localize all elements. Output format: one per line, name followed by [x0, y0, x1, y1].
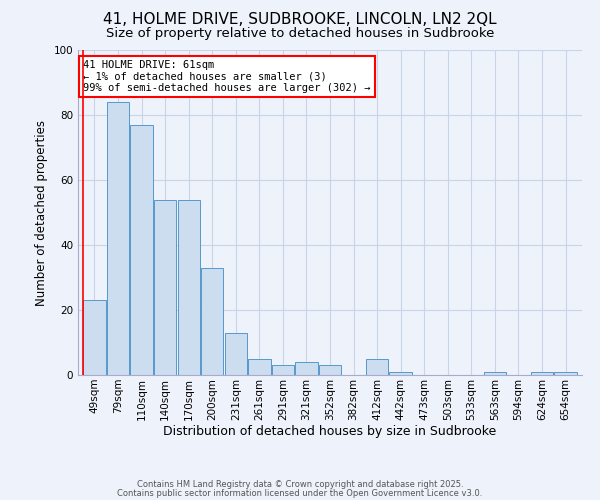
Bar — [107, 102, 129, 375]
Bar — [531, 372, 553, 375]
Bar — [154, 200, 176, 375]
Bar — [201, 268, 223, 375]
Text: Contains public sector information licensed under the Open Government Licence v3: Contains public sector information licen… — [118, 488, 482, 498]
Text: 41, HOLME DRIVE, SUDBROOKE, LINCOLN, LN2 2QL: 41, HOLME DRIVE, SUDBROOKE, LINCOLN, LN2… — [103, 12, 497, 28]
Bar — [224, 333, 247, 375]
Bar — [484, 372, 506, 375]
Bar — [319, 365, 341, 375]
Bar — [130, 124, 153, 375]
Bar — [272, 365, 294, 375]
X-axis label: Distribution of detached houses by size in Sudbrooke: Distribution of detached houses by size … — [163, 426, 497, 438]
Bar — [83, 300, 106, 375]
Text: Contains HM Land Registry data © Crown copyright and database right 2025.: Contains HM Land Registry data © Crown c… — [137, 480, 463, 489]
Bar — [554, 372, 577, 375]
Y-axis label: Number of detached properties: Number of detached properties — [35, 120, 48, 306]
Bar — [389, 372, 412, 375]
Bar — [295, 362, 317, 375]
Bar — [248, 359, 271, 375]
Bar — [366, 359, 388, 375]
Text: 41 HOLME DRIVE: 61sqm
← 1% of detached houses are smaller (3)
99% of semi-detach: 41 HOLME DRIVE: 61sqm ← 1% of detached h… — [83, 60, 371, 93]
Bar — [178, 200, 200, 375]
Text: Size of property relative to detached houses in Sudbrooke: Size of property relative to detached ho… — [106, 28, 494, 40]
